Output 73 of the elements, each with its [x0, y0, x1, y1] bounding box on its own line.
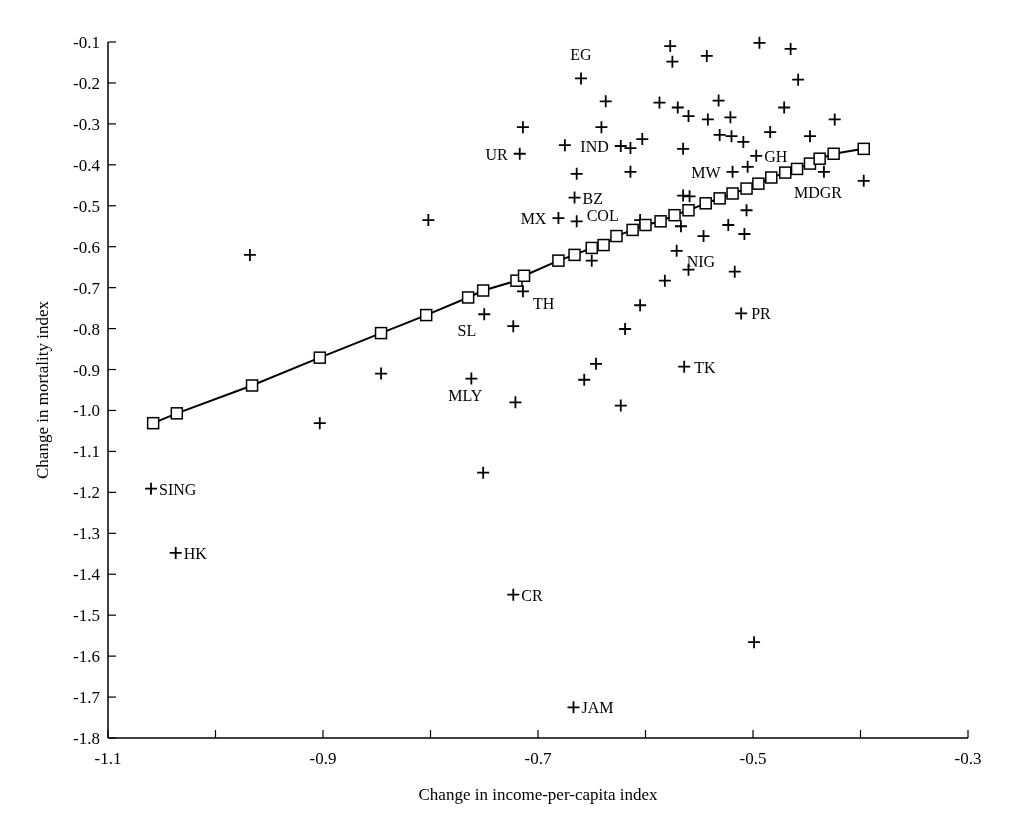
point: [654, 215, 667, 228]
annotation: JAM: [581, 699, 614, 717]
y-axis-title: Change in mortality index: [33, 300, 52, 479]
annotation: EG: [570, 46, 593, 64]
point: [476, 284, 490, 297]
point: [610, 229, 623, 243]
annotation: BZ: [582, 189, 603, 207]
annotation: COL: [586, 207, 619, 225]
point: [245, 379, 259, 392]
x-tick-label: -0.3: [954, 749, 982, 768]
point: [779, 166, 792, 179]
y-tick-label: -0.8: [73, 319, 100, 339]
point: [597, 238, 610, 252]
point: [552, 254, 565, 267]
annotation: IND: [580, 137, 609, 155]
x-tick-label: -0.5: [739, 749, 767, 768]
annotation: MW: [691, 163, 722, 181]
point: [713, 192, 726, 205]
point: [313, 351, 327, 364]
x-tick-label: -0.7: [524, 749, 552, 768]
annotation: SING: [159, 480, 197, 498]
point: [374, 326, 388, 340]
y-tick-label: -0.4: [73, 155, 101, 175]
annotation: TK: [694, 358, 716, 376]
y-tick-label: -0.3: [73, 114, 100, 134]
point: [740, 182, 753, 195]
annotation: MLY: [448, 386, 483, 404]
point: [146, 416, 160, 430]
annotation: MDGR: [793, 183, 843, 201]
annotation: SL: [457, 322, 477, 340]
point: [682, 204, 695, 217]
x-axis-title: Change in income-per-capita index: [418, 785, 658, 804]
point: [568, 248, 581, 262]
point: [419, 308, 433, 322]
y-tick-label: -1.6: [73, 647, 100, 667]
annotation: CR: [521, 586, 543, 604]
y-tick-label: -0.2: [73, 73, 100, 93]
point: [170, 407, 184, 420]
y-tick-label: -1.3: [73, 524, 100, 544]
point: [517, 269, 531, 283]
y-tick-label: -1.4: [73, 565, 101, 585]
y-tick-label: -0.5: [73, 196, 100, 216]
annotation: NIG: [686, 252, 716, 270]
y-tick-label: -0.6: [73, 237, 100, 257]
point: [461, 291, 475, 304]
point: [765, 171, 778, 184]
point: [827, 147, 840, 161]
point: [626, 223, 639, 237]
annotation: MX: [520, 210, 547, 228]
annotation: PR: [751, 305, 772, 323]
point: [726, 187, 739, 200]
point: [668, 208, 681, 222]
y-tick-label: -1.1: [73, 442, 100, 462]
x-tick-label: -1.1: [94, 749, 122, 768]
annotation: TH: [532, 295, 555, 313]
y-tick-label: -1.8: [73, 729, 100, 748]
annotation: HK: [183, 544, 208, 562]
y-tick-label: -0.7: [73, 278, 101, 298]
point: [752, 177, 765, 190]
point: [639, 218, 652, 232]
point: [813, 152, 826, 165]
y-tick-label: -1.7: [73, 688, 101, 708]
point: [699, 197, 712, 210]
annotation: UR: [485, 145, 509, 163]
annotation: GH: [764, 147, 788, 165]
y-tick-label: -0.9: [73, 360, 100, 380]
point: [790, 162, 804, 176]
y-tick-label: -1.5: [73, 606, 100, 626]
y-tick-label: -0.1: [73, 33, 100, 52]
point: [857, 142, 870, 156]
x-tick-label: -0.9: [309, 749, 337, 768]
y-tick-label: -1.2: [73, 483, 100, 503]
y-tick-label: -1.0: [73, 401, 100, 421]
